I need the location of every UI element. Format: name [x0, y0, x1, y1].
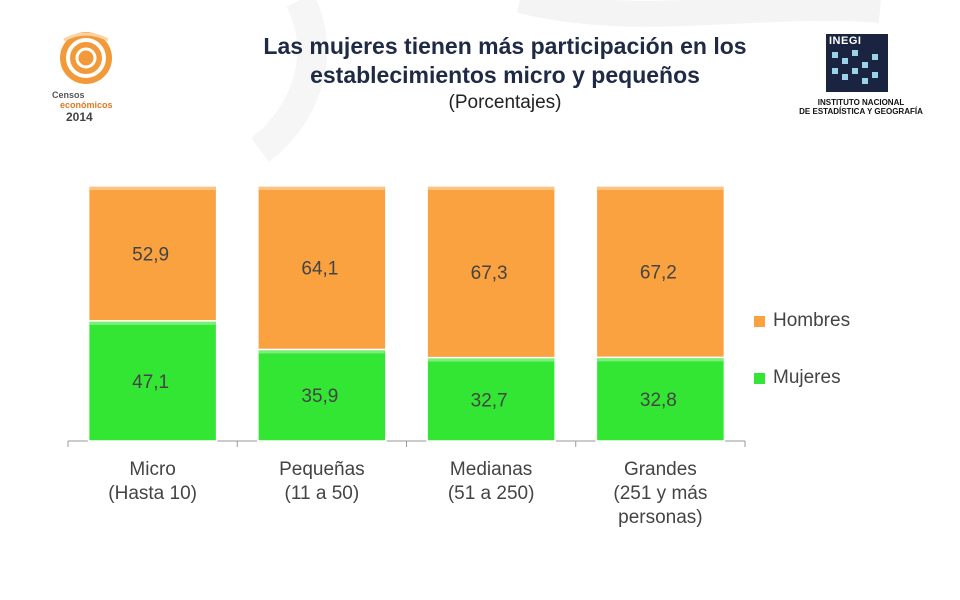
x-tick-label-line: Medianas	[449, 459, 533, 480]
bar-hombres-0	[87, 185, 218, 322]
x-tick-label-line: (251 y más	[613, 483, 708, 504]
bar-highlight-hombres-1	[258, 187, 385, 190]
inegi-logo: INEGI INSTITUTO NACIONAL DE ESTADÍSTICA …	[786, 34, 936, 124]
bar-mujeres-1	[257, 348, 387, 442]
chart-title-line1: Las mujeres tienen más participación en …	[263, 33, 747, 59]
x-tick-label-line: Pequeñas	[279, 459, 365, 480]
bar-mujeres-2	[426, 356, 556, 442]
chart-subtitle: (Porcentajes)	[448, 92, 562, 113]
x-tick-label-3: Grandes (251 y más personas)	[580, 458, 740, 530]
data-label-mujeres-0: 47,1	[132, 372, 169, 393]
x-tick-label-line: (Hasta 10)	[108, 483, 197, 504]
x-tick-label-line: personas)	[618, 507, 703, 528]
data-label-mujeres-1: 35,9	[301, 386, 338, 407]
data-label-hombres-3: 67,2	[640, 263, 677, 284]
censos-logo-icon	[60, 32, 112, 84]
legend-label-mujeres: Mujeres	[773, 367, 841, 388]
data-label-hombres-1: 64,1	[301, 259, 338, 280]
bar-highlight-mujeres-3	[597, 358, 724, 362]
censos-logo-line1: Censos	[52, 90, 85, 100]
data-label-hombres-2: 67,3	[471, 263, 508, 284]
censos-logo-line2: económicos	[60, 100, 113, 110]
bar-hombres-3	[595, 185, 726, 359]
data-label-hombres-0: 52,9	[132, 244, 169, 265]
inegi-fullname: INSTITUTO NACIONAL DE ESTADÍSTICA Y GEOG…	[786, 98, 936, 116]
bar-highlight-hombres-0	[89, 187, 216, 190]
x-tick-label-line: Micro	[129, 459, 176, 480]
x-tick-label-line: (51 a 250)	[447, 483, 535, 504]
bar-highlight-hombres-3	[597, 187, 724, 190]
bar-highlight-mujeres-2	[428, 358, 555, 362]
chart-title-block: Las mujeres tienen más participación en …	[175, 32, 835, 116]
bar-highlight-hombres-2	[428, 187, 555, 190]
inegi-logo-icon	[826, 34, 888, 92]
x-tick-label-line: (11 a 50)	[284, 483, 360, 504]
legend-label-hombres: Hombres	[773, 310, 851, 331]
bar-hombres-1	[257, 185, 387, 351]
x-tick-label-line: Grandes	[623, 459, 697, 480]
censos-economicos-logo: Censos económicos 2014	[46, 26, 136, 126]
legend-swatch-hombres	[754, 315, 765, 327]
censos-logo-year: 2014	[66, 110, 93, 124]
data-label-mujeres-3: 32,8	[640, 390, 677, 411]
data-label-mujeres-2: 32,7	[471, 390, 508, 411]
inegi-fullname-line2: DE ESTADÍSTICA Y GEOGRAFÍA	[799, 107, 923, 116]
x-tick-label-0: Micro (Hasta 10)	[73, 458, 233, 506]
bar-mujeres-0	[87, 320, 218, 442]
bar-mujeres-3	[595, 356, 726, 442]
inegi-acronym: INEGI	[829, 35, 862, 47]
legend-swatch-mujeres	[754, 372, 765, 384]
bar-hombres-2	[426, 185, 556, 359]
bar-highlight-mujeres-1	[258, 350, 385, 354]
chart-title-line2: establecimientos micro y pequeños	[310, 62, 700, 88]
x-tick-label-2: Medianas (51 a 250)	[411, 458, 571, 506]
legend-item-mujeres: Mujeres	[754, 365, 850, 391]
inegi-fullname-line1: INSTITUTO NACIONAL	[817, 98, 905, 107]
x-tick-label-1: Pequeñas (11 a 50)	[242, 458, 402, 506]
bar-highlight-mujeres-0	[89, 321, 216, 325]
chart-legend: Hombres Mujeres	[754, 308, 850, 422]
legend-item-hombres: Hombres	[754, 308, 850, 334]
